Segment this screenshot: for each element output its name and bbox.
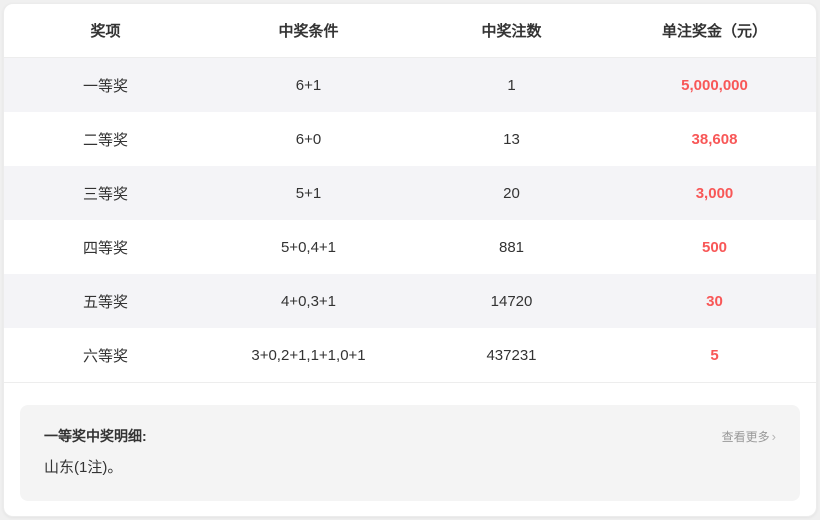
prize-tier: 五等奖 <box>82 293 128 311</box>
prize-amount: 3,000 <box>695 184 734 202</box>
column-header-condition: 中奖条件 <box>278 23 339 40</box>
prize-amount: 38,608 <box>691 130 738 148</box>
table-header-row: 奖项 中奖条件 中奖注数 单注奖金（元） <box>4 4 816 58</box>
table-row: 二等奖 6+0 13 38,608 <box>4 112 816 166</box>
prize-amount: 30 <box>706 292 723 310</box>
winner-count: 1 <box>507 76 516 94</box>
table-row: 六等奖 3+0,2+1,1+1,0+1 437231 5 <box>4 328 816 382</box>
view-more-link[interactable]: 查看更多 › <box>722 428 776 445</box>
lottery-results-card: 奖项 中奖条件 中奖注数 单注奖金（元） 一等奖 6+1 1 5,000,000… <box>3 3 817 517</box>
prize-tier: 三等奖 <box>82 185 128 203</box>
win-condition: 3+0,2+1,1+1,0+1 <box>251 346 366 364</box>
table-row: 五等奖 4+0,3+1 14720 30 <box>4 274 816 328</box>
win-condition: 6+1 <box>295 76 322 94</box>
winner-count: 13 <box>503 130 520 148</box>
prize-amount: 5,000,000 <box>681 76 748 94</box>
table-row: 三等奖 5+1 20 3,000 <box>4 166 816 220</box>
prize-tier: 六等奖 <box>82 347 128 365</box>
win-condition: 6+0 <box>295 130 322 148</box>
first-prize-detail-panel: 一等奖中奖明细: 山东(1注)。 查看更多 › <box>20 405 800 501</box>
chevron-right-icon: › <box>771 429 776 444</box>
winner-count: 14720 <box>490 292 533 310</box>
table-row: 一等奖 6+1 1 5,000,000 <box>4 58 816 112</box>
column-header-count: 中奖注数 <box>481 23 542 40</box>
winner-count: 20 <box>503 184 520 202</box>
prize-table: 奖项 中奖条件 中奖注数 单注奖金（元） 一等奖 6+1 1 5,000,000… <box>4 4 816 383</box>
detail-panel-content: 山东(1注)。 <box>44 459 123 476</box>
prize-tier: 四等奖 <box>82 239 128 257</box>
prize-amount: 5 <box>710 346 719 364</box>
win-condition: 4+0,3+1 <box>280 292 337 310</box>
table-body: 一等奖 6+1 1 5,000,000 二等奖 6+0 13 38,608 三等… <box>4 58 816 383</box>
winner-count: 437231 <box>486 346 537 364</box>
view-more-label: 查看更多 <box>721 430 770 444</box>
winner-count: 881 <box>498 238 525 256</box>
detail-panel-title: 一等奖中奖明细: <box>44 428 147 444</box>
prize-tier: 一等奖 <box>82 77 128 95</box>
prize-amount: 500 <box>701 238 728 256</box>
win-condition: 5+0,4+1 <box>280 238 337 256</box>
prize-tier: 二等奖 <box>82 131 128 149</box>
column-header-prize: 奖项 <box>90 23 121 40</box>
win-condition: 5+1 <box>295 184 322 202</box>
table-row: 四等奖 5+0,4+1 881 500 <box>4 220 816 274</box>
column-header-amount: 单注奖金（元） <box>661 23 767 40</box>
